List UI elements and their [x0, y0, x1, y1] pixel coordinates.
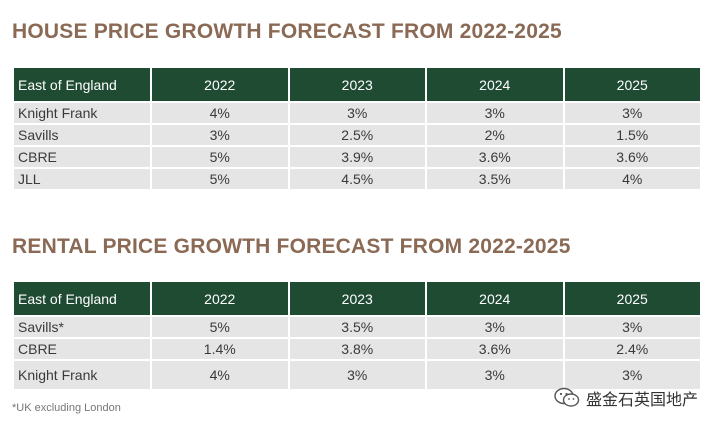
table-row: Knight Frank 4% 3% 3% 3% [14, 103, 700, 123]
table-row: Knight Frank 4% 3% 3% 3% [14, 361, 700, 389]
footnote: *UK excluding London [12, 402, 121, 414]
table-cell: 1.5% [564, 125, 700, 145]
table-cell: 3.6% [427, 339, 563, 359]
table-cell: 3.6% [564, 147, 700, 167]
row-label: CBRE [14, 339, 150, 359]
table-row: JLL 5% 4.5% 3.5% 4% [14, 169, 700, 189]
table-cell: 3% [427, 317, 563, 337]
table-cell: 3% [564, 317, 700, 337]
column-header-2023: 2023 [289, 282, 425, 315]
column-header-2024: 2024 [427, 68, 563, 101]
rental-price-table: East of England 2022 2023 2024 2025 Savi… [12, 280, 702, 391]
table-header-row: East of England 2022 2023 2024 2025 [14, 68, 700, 101]
row-label: Savills* [14, 317, 150, 337]
table-row: CBRE 1.4% 3.8% 3.6% 2.4% [14, 339, 700, 359]
house-price-table: East of England 2022 2023 2024 2025 Knig… [12, 66, 702, 191]
table-cell: 3.6% [427, 147, 563, 167]
table-header-row: East of England 2022 2023 2024 2025 [14, 282, 700, 315]
table-cell: 5% [152, 147, 288, 167]
rental-price-title: RENTAL PRICE GROWTH FORECAST FROM 2022-2… [12, 235, 571, 258]
wechat-icon [554, 387, 580, 409]
column-header-2025: 2025 [564, 282, 700, 315]
table-cell: 1.4% [152, 339, 288, 359]
row-label: JLL [14, 169, 150, 189]
table-cell: 4% [152, 361, 288, 389]
watermark-text: 盛金石英国地产 [585, 390, 698, 409]
table-cell: 3% [564, 103, 700, 123]
row-label: CBRE [14, 147, 150, 167]
column-header-region: East of England [14, 282, 150, 315]
table-cell: 2.4% [564, 339, 700, 359]
table-cell: 3% [289, 103, 425, 123]
table-cell: 4% [152, 103, 288, 123]
table-cell: 5% [152, 317, 288, 337]
house-price-title: HOUSE PRICE GROWTH FORECAST FROM 2022-20… [12, 20, 562, 43]
column-header-2022: 2022 [152, 68, 288, 101]
table-cell: 4% [564, 169, 700, 189]
table-cell: 3% [427, 361, 563, 389]
table-cell: 5% [152, 169, 288, 189]
table-cell: 3% [564, 361, 700, 389]
table-cell: 3% [152, 125, 288, 145]
table-cell: 3.5% [427, 169, 563, 189]
column-header-2024: 2024 [427, 282, 563, 315]
table-row: CBRE 5% 3.9% 3.6% 3.6% [14, 147, 700, 167]
table-cell: 3.5% [289, 317, 425, 337]
column-header-region: East of England [14, 68, 150, 101]
table-row: Savills 3% 2.5% 2% 1.5% [14, 125, 700, 145]
column-header-2025: 2025 [564, 68, 700, 101]
table-cell: 2.5% [289, 125, 425, 145]
watermark: 盛金石英国地产 [554, 386, 698, 410]
column-header-2023: 2023 [289, 68, 425, 101]
row-label: Knight Frank [14, 103, 150, 123]
table-cell: 3.8% [289, 339, 425, 359]
table-cell: 4.5% [289, 169, 425, 189]
table-row: Savills* 5% 3.5% 3% 3% [14, 317, 700, 337]
row-label: Knight Frank [14, 361, 150, 389]
table-cell: 3% [289, 361, 425, 389]
table-cell: 3% [427, 103, 563, 123]
table-cell: 3.9% [289, 147, 425, 167]
row-label: Savills [14, 125, 150, 145]
table-cell: 2% [427, 125, 563, 145]
column-header-2022: 2022 [152, 282, 288, 315]
